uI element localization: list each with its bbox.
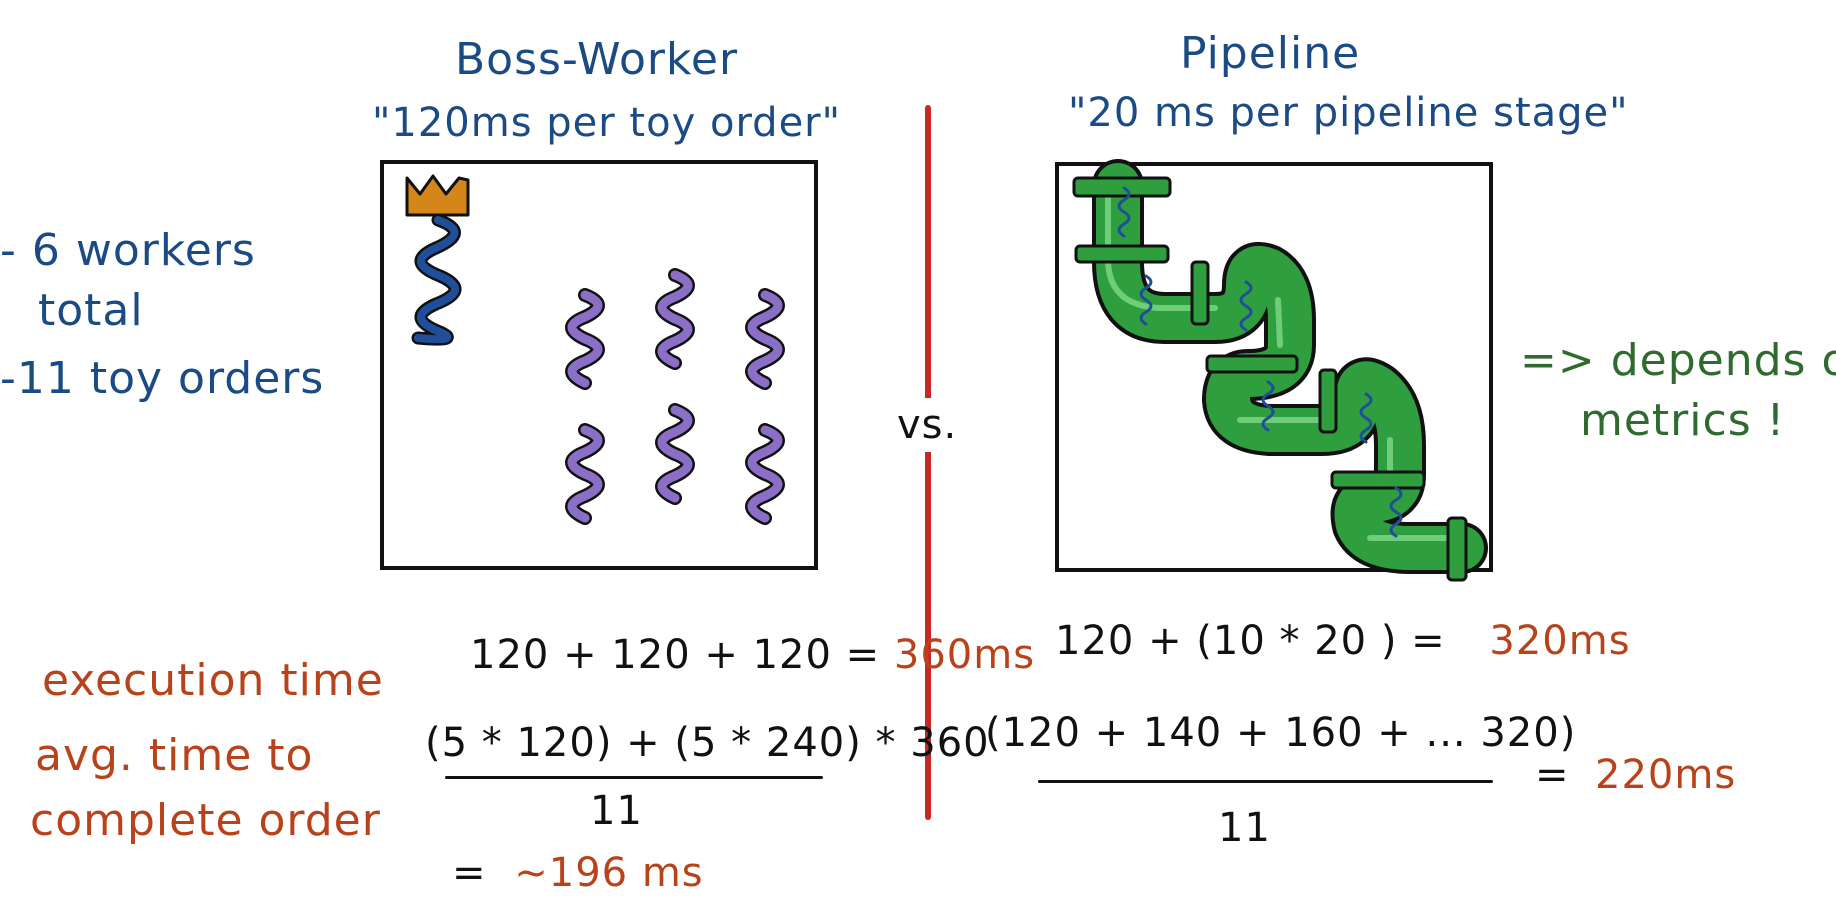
pipeline-avg-numerator: (120 + 140 + 160 + ... 320) bbox=[985, 710, 1577, 756]
worker-thread-icon bbox=[567, 425, 603, 523]
worker-thread-icon bbox=[657, 270, 693, 368]
pipeline-avg-result-equals: = bbox=[1535, 752, 1570, 798]
worker-thread-icon bbox=[657, 405, 693, 503]
boss-exec-equation: 120 + 120 + 120 = 360ms bbox=[470, 632, 1035, 678]
boss-avg-numerator: (5 * 120) + (5 * 240) * 360 bbox=[425, 720, 990, 766]
depends-on-metrics-line1: => depends on bbox=[1520, 335, 1836, 386]
pipeline-exec-equation: 120 + (10 * 20 ) = 320ms bbox=[1055, 618, 1631, 664]
pipeline-avg-fraction-line bbox=[1038, 780, 1493, 783]
boss-worker-subtitle: "120ms per toy order" bbox=[372, 100, 842, 146]
boss-thread-fill bbox=[414, 216, 459, 344]
divider-line bbox=[925, 105, 931, 820]
pipeline-avg-result: 220ms bbox=[1595, 752, 1737, 798]
boss-avg-fraction-line bbox=[445, 776, 823, 779]
depends-on-metrics-line2: metrics ! bbox=[1580, 395, 1786, 446]
boss-avg-denominator: 11 bbox=[590, 788, 643, 834]
worker-thread-icon bbox=[567, 290, 603, 388]
boss-exec-result: 360ms bbox=[893, 632, 1036, 678]
boss-avg-result-equals: = bbox=[452, 850, 487, 896]
crown-icon bbox=[405, 174, 470, 217]
avg-time-label-line1: avg. time to bbox=[35, 730, 314, 781]
worker-thread-icon bbox=[747, 290, 783, 388]
vs-label: vs. bbox=[895, 398, 960, 452]
pipeline-title: Pipeline bbox=[1180, 28, 1361, 79]
execution-time-label: execution time bbox=[42, 655, 384, 706]
pipeline-avg-denominator: 11 bbox=[1218, 805, 1271, 851]
pipeline-icon bbox=[1072, 159, 1488, 582]
worker-thread-icon bbox=[747, 425, 783, 523]
pipeline-exec-lhs: 120 + (10 * 20 ) = bbox=[1055, 618, 1446, 664]
worker-threads-group bbox=[565, 268, 785, 525]
boss-worker-title: Boss-Worker bbox=[455, 34, 739, 85]
notes-orders: -11 toy orders bbox=[0, 353, 325, 404]
boss-avg-result: ~196 ms bbox=[514, 850, 704, 896]
avg-time-label-line2: complete order bbox=[30, 795, 381, 846]
notes-workers: - 6 workers bbox=[0, 225, 256, 276]
boss-exec-lhs: 120 + 120 + 120 = bbox=[470, 632, 881, 678]
boss-avg-result-row: = ~196 ms bbox=[452, 850, 704, 896]
notes-total: total bbox=[38, 285, 144, 336]
pipeline-exec-result: 320ms bbox=[1489, 618, 1631, 664]
pipeline-subtitle: "20 ms per pipeline stage" bbox=[1068, 90, 1629, 136]
